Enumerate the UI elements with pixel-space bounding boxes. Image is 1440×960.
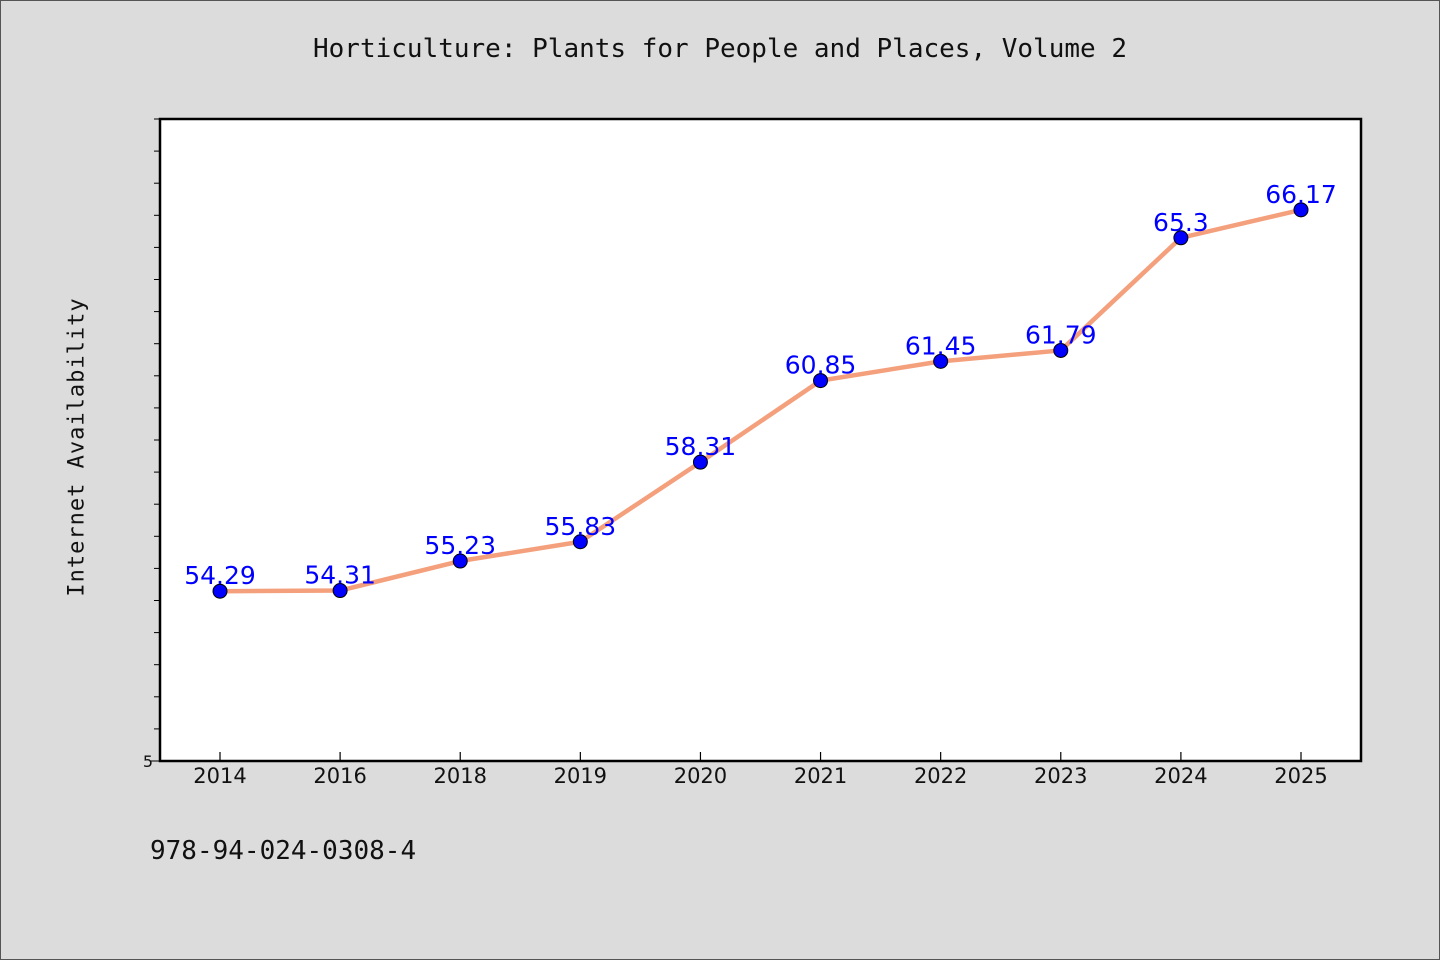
- data-label: 55.83: [545, 512, 617, 541]
- data-label: 61.79: [1025, 320, 1097, 349]
- plot-area: [158, 117, 1363, 763]
- chart-title: Horticulture: Plants for People and Plac…: [313, 34, 1127, 64]
- data-label: 60.85: [785, 351, 857, 380]
- data-label: 65.3: [1153, 208, 1209, 237]
- data-point: [332, 583, 348, 599]
- data-labels: 54.29 54.31 55.23 55.83 58.31 60.85 61.45 61.79…: [184, 180, 1337, 590]
- y-axis-ticks: 5: [143, 118, 160, 771]
- data-point: [933, 353, 949, 369]
- x-tick-label: 2023: [1034, 764, 1087, 788]
- y-tick-label: 5: [143, 752, 153, 771]
- data-point: [1293, 202, 1309, 218]
- data-markers: [212, 202, 1309, 599]
- data-label: 66.17: [1265, 180, 1337, 209]
- x-tick-label: 2016: [313, 764, 366, 788]
- x-tick-label: 2021: [794, 764, 847, 788]
- data-point: [1053, 342, 1069, 358]
- data-point: [692, 454, 708, 470]
- data-point: [452, 553, 468, 569]
- x-tick-label: 2019: [554, 764, 607, 788]
- x-tick-label: 2020: [674, 764, 727, 788]
- series-line: [217, 207, 1304, 594]
- x-tick-label: 2022: [914, 764, 967, 788]
- isbn-footer: 978-94-024-0308-4: [150, 836, 417, 866]
- data-label: 54.29: [184, 561, 256, 590]
- x-tick-label: 2018: [433, 764, 486, 788]
- data-label: 58.31: [665, 432, 737, 461]
- data-point: [212, 583, 228, 599]
- data-point: [1173, 230, 1189, 246]
- x-axis-ticks: 2014 2016 2018 2019 2020 2021 2022 2023 2024 2025: [193, 752, 1328, 788]
- x-tick-label: 2025: [1274, 764, 1327, 788]
- data-label: 55.23: [424, 531, 496, 560]
- data-label: 61.45: [905, 331, 977, 360]
- x-tick-label: 2024: [1154, 764, 1207, 788]
- data-point: [572, 534, 588, 550]
- x-tick-label: 2014: [193, 764, 246, 788]
- data-point: [813, 373, 829, 389]
- data-label: 54.31: [304, 561, 376, 590]
